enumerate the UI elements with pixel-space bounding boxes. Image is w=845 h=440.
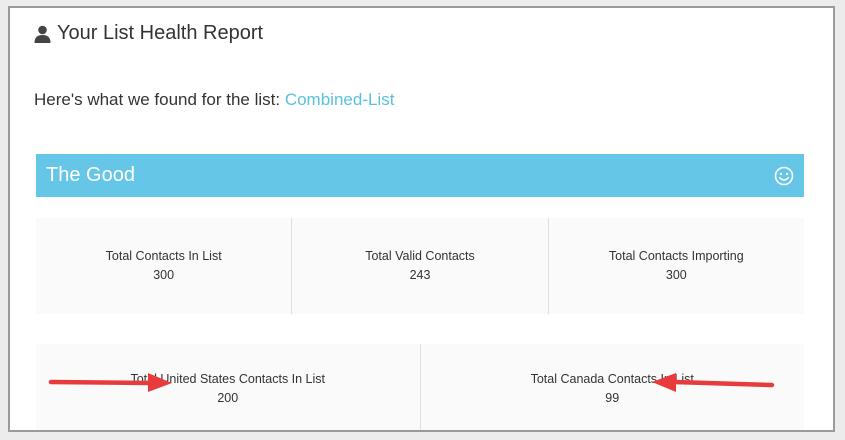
stat-label: Total Valid Contacts	[365, 249, 475, 263]
report-panel: Your List Health Report Here's what we f…	[8, 6, 835, 432]
stats-row-primary: Total Contacts In List 300 Total Valid C…	[36, 218, 804, 314]
smiley-icon	[774, 166, 794, 185]
stat-total-contacts: Total Contacts In List 300	[36, 218, 291, 314]
report-title-text: Your List Health Report	[57, 22, 264, 44]
user-icon	[34, 25, 51, 43]
annotation-arrow-left-icon	[652, 373, 775, 392]
stat-contacts-importing: Total Contacts Importing 300	[547, 218, 804, 314]
stat-us-contacts: Total United States Contacts In List 200	[36, 344, 420, 430]
stat-value: 200	[217, 391, 239, 405]
stat-label: Total United States Contacts In List	[130, 372, 326, 386]
found-line: Here's what we found for the list: Combi…	[34, 90, 394, 110]
stat-valid-contacts: Total Valid Contacts 243	[291, 218, 547, 314]
stat-value: 243	[409, 268, 431, 282]
stat-value: 300	[665, 268, 687, 282]
annotation-arrow-right-icon	[48, 373, 172, 392]
found-prefix: Here's what we found for the list:	[34, 90, 281, 109]
stat-value: 300	[153, 268, 175, 282]
good-section-title: The Good	[46, 164, 135, 186]
report-title: Your List Health Report	[34, 22, 263, 45]
stat-label: Total Contacts In List	[105, 249, 222, 263]
stat-value: 99	[605, 391, 620, 405]
list-name-link[interactable]: Combined-List	[284, 90, 395, 109]
good-section-header: The Good	[36, 154, 804, 197]
stat-canada-contacts: Total Canada Contacts In List 99	[419, 344, 805, 430]
stat-label: Total Contacts Importing	[608, 249, 744, 263]
stat-label: Total Canada Contacts In List	[530, 372, 694, 386]
